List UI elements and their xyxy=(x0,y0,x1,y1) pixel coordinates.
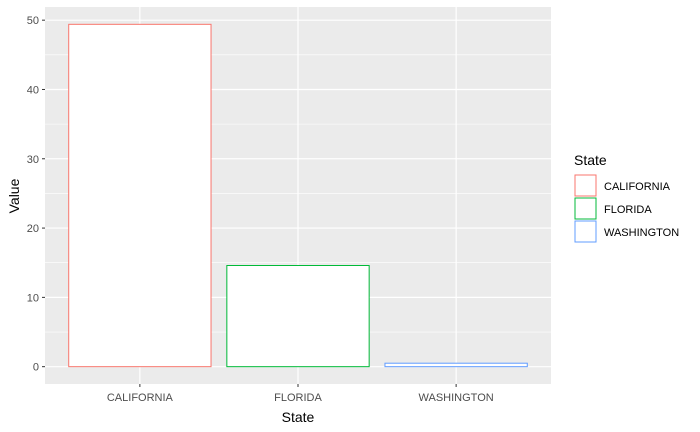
legend-key-florida xyxy=(574,197,597,220)
legend-label-florida: FLORIDA xyxy=(604,204,652,216)
x-tick-label: FLORIDA xyxy=(274,392,322,404)
y-axis-ticks: 0 10 20 30 40 50 xyxy=(27,15,45,374)
y-tick-label: 40 xyxy=(27,84,39,96)
bars xyxy=(68,23,528,368)
y-tick-label: 10 xyxy=(27,292,39,304)
bar-florida xyxy=(226,264,370,368)
legend-key-california xyxy=(574,174,597,197)
bar-washington xyxy=(384,362,528,368)
y-tick-label: 50 xyxy=(27,15,39,27)
y-tick-label: 30 xyxy=(27,154,39,166)
legend: State CALIFORNIA FLORIDA WASHINGTON xyxy=(574,152,679,243)
legend-key-washington xyxy=(574,220,597,243)
x-axis-ticks: CALIFORNIA FLORIDA WASHINGTON xyxy=(107,384,494,404)
y-axis-title: Value xyxy=(6,178,22,213)
legend-label-washington: WASHINGTON xyxy=(604,227,679,239)
bar-california xyxy=(68,23,212,368)
y-tick-label: 0 xyxy=(33,362,39,374)
y-tick-label: 20 xyxy=(27,223,39,235)
x-tick-label: WASHINGTON xyxy=(419,392,494,404)
x-tick-label: CALIFORNIA xyxy=(107,392,174,404)
x-axis-title: State xyxy=(282,409,315,425)
legend-label-california: CALIFORNIA xyxy=(604,181,671,193)
legend-title: State xyxy=(574,152,607,168)
legend-items: CALIFORNIA FLORIDA WASHINGTON xyxy=(574,174,679,243)
